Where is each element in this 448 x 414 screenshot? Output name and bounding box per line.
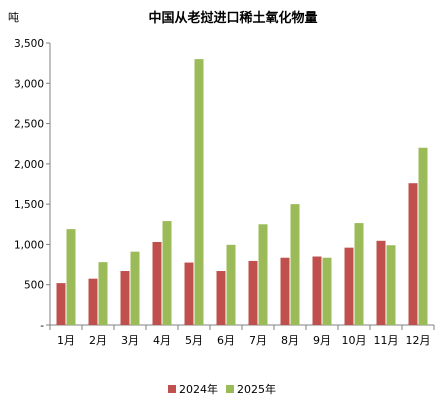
bar-2025年-6月 [226, 244, 236, 325]
bar-2025年-10月 [354, 223, 364, 325]
bar-2025年-8月 [290, 204, 300, 325]
y-tick-label: 1,000 [14, 239, 44, 251]
x-tick-label: 11月 [374, 334, 399, 347]
y-tick-label: 3,500 [14, 38, 44, 50]
x-tick-label: 4月 [153, 334, 171, 347]
x-tick-label: 5月 [185, 334, 203, 347]
x-tick-label: 12月 [406, 334, 431, 347]
y-tick-label: - [40, 320, 44, 332]
y-tick-label: 1,500 [14, 199, 44, 211]
x-tick-label: 10月 [342, 334, 367, 347]
bar-2025年-5月 [194, 59, 204, 325]
axes: - 500 1,000 1,500 2,000 2,500 3,000 3,500 [14, 38, 435, 332]
legend-label-2024年: 2024年 [179, 382, 218, 396]
bar-2024年-3月 [120, 271, 130, 325]
y-tick-label: 3,000 [14, 78, 44, 90]
legend-label-2025年: 2025年 [237, 382, 276, 396]
x-tick-label: 1月 [57, 334, 75, 347]
bar-2024年-2月 [88, 278, 98, 325]
legend-swatch-2024年 [168, 385, 176, 393]
bar-2024年-5月 [184, 262, 194, 325]
legend-swatch-2025年 [226, 385, 234, 393]
bar-2025年-9月 [322, 257, 332, 325]
bar-2025年-3月 [130, 251, 140, 325]
bar-2024年-8月 [280, 257, 290, 325]
bar-2024年-11月 [376, 240, 386, 325]
x-tick-label: 7月 [249, 334, 267, 347]
bar-2024年-7月 [248, 260, 258, 325]
y-tick-label: 2,500 [14, 119, 44, 131]
bar-2024年-4月 [152, 242, 162, 325]
bars [56, 59, 428, 325]
x-tick-label: 8月 [281, 334, 299, 347]
y-tick-label: 500 [24, 280, 44, 292]
bar-2024年-6月 [216, 271, 226, 325]
bar-2025年-2月 [98, 262, 108, 325]
bar-2025年-1月 [66, 229, 76, 325]
bar-2024年-9月 [312, 256, 322, 325]
y-unit-label: 吨 [8, 11, 19, 24]
x-tick-label: 9月 [313, 334, 331, 347]
x-tick-labels: 1月 2月 3月 4月 5月 6月 7月 8月 9月 10月 11月 12月 [57, 334, 431, 347]
bar-2025年-7月 [258, 224, 268, 325]
x-tick-label: 6月 [217, 334, 235, 347]
x-tick-label: 2月 [89, 334, 107, 347]
bar-2024年-12月 [408, 183, 418, 325]
bar-2025年-4月 [162, 221, 172, 325]
y-tick-label: 2,000 [14, 159, 44, 171]
chart-title: 中国从老挝进口稀土氧化物量 [148, 10, 317, 26]
legend: 2024年 2025年 [168, 382, 276, 396]
bar-2024年-10月 [344, 247, 354, 325]
bar-2025年-12月 [418, 147, 428, 325]
bar-2024年-1月 [56, 283, 66, 325]
bar-2025年-11月 [386, 245, 396, 325]
x-tick-label: 3月 [121, 334, 139, 347]
